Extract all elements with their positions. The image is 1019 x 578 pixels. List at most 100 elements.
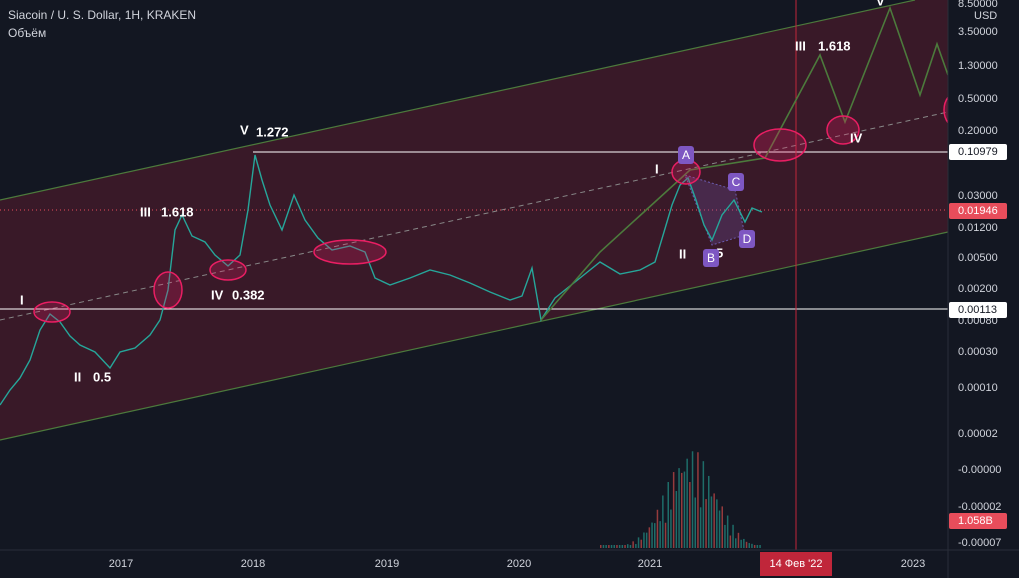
volume-bar <box>729 535 732 548</box>
wave-label: IV <box>211 287 224 302</box>
volume-bar <box>735 538 737 548</box>
abcd-label: A <box>682 148 690 162</box>
volume-bar <box>662 495 664 548</box>
volume-bar <box>732 524 734 548</box>
price-marker-label: 0.00113 <box>958 304 997 316</box>
volume-bar <box>616 545 618 548</box>
volume-label: Объём <box>8 26 46 40</box>
cursor-label: 14 Фев '22 <box>769 558 822 570</box>
volume-bar <box>683 471 686 548</box>
time-label: 2018 <box>241 558 265 570</box>
channel-top <box>0 0 916 201</box>
wave-label: 5 <box>716 245 723 260</box>
wave-label: V <box>240 122 249 137</box>
zone <box>753 128 807 162</box>
wave-label: III <box>795 38 806 53</box>
volume-bar <box>689 482 691 548</box>
time-axis <box>0 550 1019 578</box>
volume-bar <box>751 543 753 548</box>
volume-bar <box>608 545 610 548</box>
zones <box>33 91 973 323</box>
abcd-badge <box>728 173 744 191</box>
volume-bar <box>643 532 645 548</box>
price-label: 0.00010 <box>958 382 998 394</box>
price-marker-label: 0.10979 <box>958 146 998 158</box>
volume-bar <box>759 545 761 548</box>
wave-label: 1.618 <box>818 38 851 53</box>
price-label: 0.50000 <box>958 93 998 105</box>
zone <box>209 259 247 281</box>
price-path <box>0 154 763 406</box>
price-label: 8.50000 <box>958 0 998 10</box>
volume-bar <box>672 472 675 548</box>
volume-bar <box>710 496 713 548</box>
wave-label: I <box>655 161 659 176</box>
wave-label: II <box>679 246 686 261</box>
volume-bar <box>602 545 605 548</box>
zone <box>826 115 860 145</box>
volume-bar <box>699 507 702 548</box>
price-label: 3.50000 <box>958 26 998 38</box>
volume-bar <box>624 545 626 548</box>
time-label: 2023 <box>901 558 925 570</box>
volume-bar <box>656 509 659 548</box>
volume-bar <box>708 475 710 548</box>
volume-bar <box>629 545 632 548</box>
volume-bar <box>635 544 637 548</box>
volume-bar <box>756 545 759 548</box>
price-label: 0.03000 <box>958 190 998 202</box>
price-label: 0.20000 <box>958 125 998 137</box>
volume-bar <box>694 497 696 548</box>
volume-bar <box>697 452 699 548</box>
volume-bar <box>726 515 729 548</box>
volume-bar <box>600 545 602 548</box>
price-marker-label: 0.01946 <box>958 205 998 217</box>
wave-label: II <box>74 369 81 384</box>
volume-bar <box>627 544 629 548</box>
volume-bar <box>705 499 707 548</box>
price-label: 1.30000 <box>958 60 998 72</box>
zone <box>33 301 71 323</box>
price-label: 0.00500 <box>958 252 998 264</box>
volume-bar <box>648 527 651 548</box>
volume-bar <box>721 506 723 548</box>
zone <box>313 239 387 265</box>
volume-bar <box>745 541 748 548</box>
volume-bar <box>659 521 661 548</box>
wave-label: IV <box>850 130 863 145</box>
projection-path <box>540 5 949 321</box>
price-marker <box>949 302 1007 318</box>
volume-bar <box>651 522 653 548</box>
time-label: 2017 <box>109 558 133 570</box>
volume-bar <box>716 499 718 548</box>
wave-label: 1.618 <box>161 204 194 219</box>
volume-bar <box>654 523 656 548</box>
volume-bar <box>667 482 669 548</box>
volume-bar <box>686 458 688 548</box>
volume-bar <box>737 532 740 548</box>
price-marker <box>949 203 1007 219</box>
price-axis <box>948 0 1019 550</box>
volume-bar <box>613 545 615 548</box>
abcd-badge <box>703 249 719 267</box>
cursor-marker <box>760 552 832 576</box>
wave-label: 1.272 <box>256 124 289 139</box>
volume-bar <box>675 491 678 548</box>
volume-bar <box>605 545 607 548</box>
price-label: 0.01200 <box>958 222 998 234</box>
channel-bottom <box>0 231 949 441</box>
price-label: 0.00030 <box>958 346 998 358</box>
time-label: 2020 <box>507 558 531 570</box>
abcd-badge <box>678 146 694 164</box>
currency: USD <box>974 10 997 22</box>
wave-label: 0.382 <box>232 287 265 302</box>
volume-bar <box>740 539 742 548</box>
abcd-label: C <box>732 175 741 189</box>
volume-bar <box>637 537 640 548</box>
price-marker-label: 1.058B <box>958 515 993 527</box>
wave-label: V <box>876 0 885 8</box>
time-label: 2021 <box>638 558 662 570</box>
volume-bar <box>724 524 726 548</box>
wave-label: III <box>140 204 151 219</box>
